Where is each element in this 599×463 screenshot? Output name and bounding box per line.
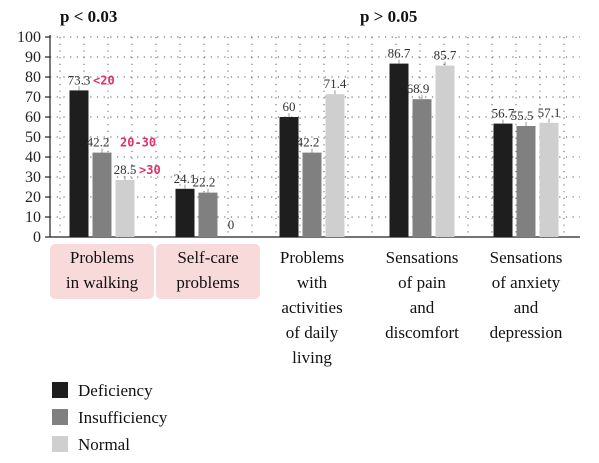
data-label: 42.2 xyxy=(297,135,320,150)
y-tick-label: 10 xyxy=(25,209,41,226)
category-label: Problems xyxy=(280,248,344,267)
legend-label: Normal xyxy=(78,435,130,454)
bar-deficiency xyxy=(175,188,195,237)
y-tick-label: 50 xyxy=(25,129,41,146)
legend-swatch-insufficiency xyxy=(52,409,68,425)
data-label: 57.1 xyxy=(538,105,561,120)
data-label: 56.7 xyxy=(492,106,515,121)
data-label: 85.7 xyxy=(434,48,457,63)
category-label: of anxiety xyxy=(492,273,561,292)
bar-deficiency xyxy=(69,90,89,238)
legend-label: Deficiency xyxy=(78,381,153,400)
data-label: 86.7 xyxy=(388,46,411,61)
bar-deficiency xyxy=(493,123,513,237)
bar-normal xyxy=(539,122,559,237)
y-tick-label: 90 xyxy=(25,49,41,66)
p-value-label: p > 0.05 xyxy=(360,7,417,26)
data-label: 28.5 xyxy=(114,162,137,177)
bar-normal xyxy=(115,180,135,237)
range-annotation: >30 xyxy=(139,163,161,177)
category-label: in walking xyxy=(66,273,139,292)
data-label: 60 xyxy=(283,99,296,114)
data-label: 55.5 xyxy=(511,108,534,123)
category-label: activities xyxy=(281,298,342,317)
bar-insufficiency xyxy=(412,99,432,237)
range-annotation: 20-30 xyxy=(120,136,156,150)
y-tick-label: 30 xyxy=(25,169,41,186)
legend-swatch-deficiency xyxy=(52,382,68,398)
bar-deficiency xyxy=(279,117,299,237)
category-label: and xyxy=(410,298,435,317)
data-label: 22.2 xyxy=(193,175,216,190)
category-label: Sensations xyxy=(386,248,459,267)
bar-deficiency xyxy=(389,63,409,237)
y-tick-label: 60 xyxy=(25,109,41,126)
y-tick-label: 40 xyxy=(25,149,41,166)
data-label: 73.3 xyxy=(68,72,91,87)
y-tick-label: 100 xyxy=(17,29,41,46)
data-label: 24.1 xyxy=(174,171,197,186)
range-annotation: <20 xyxy=(93,73,115,87)
category-label: living xyxy=(292,348,332,367)
category-label: and xyxy=(514,298,539,317)
category-label: depression xyxy=(490,323,563,342)
category-label: Sensations xyxy=(490,248,563,267)
y-tick-label: 0 xyxy=(33,229,41,246)
bar-insufficiency xyxy=(92,152,112,237)
category-label: Self-care xyxy=(177,248,238,267)
legend-swatch-normal xyxy=(52,436,68,452)
data-label: 71.4 xyxy=(324,76,347,91)
bar-normal xyxy=(325,94,345,237)
category-label: Problems xyxy=(70,248,134,267)
data-label: 0 xyxy=(228,217,235,232)
bar-insufficiency xyxy=(198,192,218,237)
category-label: with xyxy=(297,273,328,292)
category-label: problems xyxy=(176,273,239,292)
category-label: of daily xyxy=(286,323,339,342)
bar-insufficiency xyxy=(302,152,322,237)
category-label: of pain xyxy=(398,273,446,292)
y-tick-label: 20 xyxy=(25,189,41,206)
data-label: 42.2 xyxy=(87,135,110,150)
bar-normal xyxy=(435,65,455,237)
data-label: 68.9 xyxy=(407,81,430,96)
category-highlight xyxy=(50,244,154,299)
y-tick-label: 70 xyxy=(25,89,41,106)
bar-insufficiency xyxy=(516,126,536,237)
category-label: discomfort xyxy=(385,323,459,342)
y-tick-label: 80 xyxy=(25,69,41,86)
category-highlight xyxy=(156,244,260,299)
legend-label: Insufficiency xyxy=(78,408,168,427)
p-value-label: p < 0.03 xyxy=(60,7,117,26)
